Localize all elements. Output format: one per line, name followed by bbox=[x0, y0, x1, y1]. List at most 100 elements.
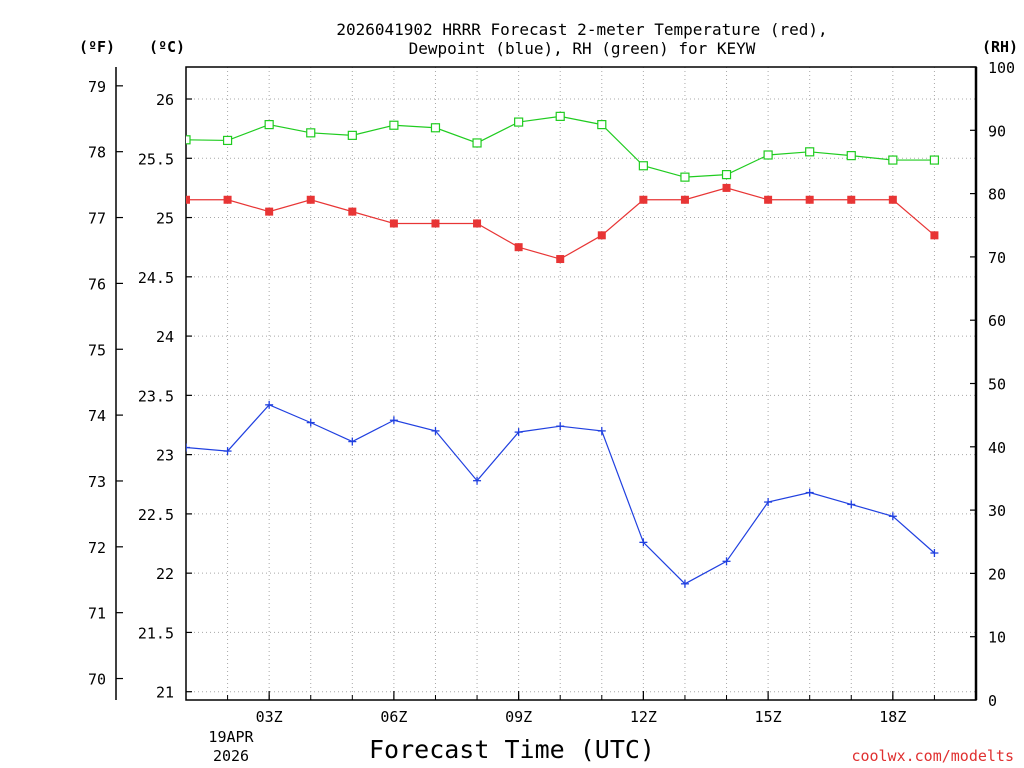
data-point-temperature bbox=[431, 219, 440, 228]
rh-axis: 0 10 20 30 40 50 60 70 80 90 100 bbox=[970, 59, 1015, 710]
data-point-temperature bbox=[597, 231, 606, 240]
data-point-temperature bbox=[223, 195, 232, 204]
data-point-temperature bbox=[348, 207, 357, 216]
data-point-rh bbox=[805, 147, 815, 157]
data-point-dewpoint bbox=[805, 488, 814, 497]
data-point-rh bbox=[514, 117, 524, 127]
celsius-tick-label: 25 bbox=[156, 210, 174, 228]
x-tick-label: 06Z bbox=[380, 708, 407, 726]
celsius-tick-label: 23.5 bbox=[138, 387, 174, 405]
data-point-dewpoint bbox=[888, 512, 897, 521]
date-label-year: 2026 bbox=[213, 747, 249, 765]
data-point-temperature bbox=[389, 219, 398, 228]
celsius-unit-label: (ºC) bbox=[149, 38, 185, 56]
data-point-temperature bbox=[805, 195, 814, 204]
x-tick-label: 12Z bbox=[630, 708, 657, 726]
celsius-tick-label: 25.5 bbox=[138, 150, 174, 168]
series-temperature-marks bbox=[186, 183, 939, 264]
celsius-tick-label: 22.5 bbox=[138, 506, 174, 524]
rh-tick-label: 70 bbox=[988, 249, 1006, 267]
chart-title-line-2: Dewpoint (blue), RH (green) for KEYW bbox=[409, 39, 756, 58]
data-point-rh bbox=[186, 135, 191, 145]
x-axis-title: Forecast Time (UTC) bbox=[369, 735, 655, 764]
data-point-rh bbox=[389, 120, 399, 130]
data-point-rh bbox=[888, 155, 898, 165]
data-point-dewpoint bbox=[348, 437, 357, 446]
data-point-rh bbox=[929, 155, 940, 165]
data-point-temperature bbox=[556, 255, 565, 264]
fahrenheit-tick-label: 77 bbox=[88, 210, 106, 228]
data-point-dewpoint bbox=[764, 498, 773, 507]
celsius-tick-label: 21 bbox=[156, 684, 174, 702]
data-point-dewpoint bbox=[680, 579, 689, 588]
plot-frame bbox=[185, 66, 977, 701]
data-point-rh bbox=[763, 150, 773, 160]
data-point-dewpoint bbox=[597, 426, 606, 435]
data-point-rh bbox=[306, 128, 316, 138]
data-point-dewpoint bbox=[223, 447, 232, 456]
series-group bbox=[186, 111, 940, 588]
data-point-rh bbox=[638, 161, 648, 171]
fahrenheit-tick-label: 75 bbox=[88, 341, 106, 359]
rh-tick-label: 90 bbox=[988, 122, 1006, 140]
data-point-dewpoint bbox=[306, 418, 315, 427]
data-point-temperature bbox=[306, 195, 315, 204]
rh-tick-label: 30 bbox=[988, 502, 1006, 520]
data-point-temperature bbox=[639, 195, 648, 204]
celsius-tick-label: 23 bbox=[156, 447, 174, 465]
data-point-rh bbox=[264, 120, 274, 130]
fahrenheit-tick-label: 72 bbox=[88, 539, 106, 557]
data-point-temperature bbox=[888, 195, 897, 204]
data-point-rh bbox=[555, 111, 565, 121]
rh-tick-label: 100 bbox=[988, 59, 1015, 77]
celsius-tick-label: 21.5 bbox=[138, 624, 174, 642]
data-point-dewpoint bbox=[722, 557, 731, 566]
data-point-dewpoint bbox=[265, 400, 274, 409]
data-point-rh bbox=[680, 172, 690, 182]
data-point-rh bbox=[597, 120, 607, 130]
rh-tick-label: 40 bbox=[988, 439, 1006, 457]
series-rh-marks bbox=[186, 111, 940, 182]
series-rh bbox=[186, 111, 940, 182]
data-point-rh bbox=[222, 135, 233, 146]
data-point-temperature bbox=[186, 195, 190, 204]
data-point-temperature bbox=[722, 183, 731, 192]
data-point-rh bbox=[430, 123, 441, 133]
celsius-tick-label: 24 bbox=[156, 328, 174, 346]
rh-tick-label: 50 bbox=[988, 376, 1006, 394]
data-point-rh bbox=[347, 130, 357, 140]
data-point-temperature bbox=[514, 243, 523, 252]
data-point-dewpoint bbox=[389, 416, 398, 425]
fahrenheit-tick-label: 71 bbox=[88, 605, 106, 623]
data-point-temperature bbox=[764, 195, 773, 204]
celsius-tick-label: 26 bbox=[156, 91, 174, 109]
x-tick-label: 09Z bbox=[505, 708, 532, 726]
series-dewpoint-marks bbox=[186, 400, 939, 588]
chart-title-line-1: 2026041902 HRRR Forecast 2-meter Tempera… bbox=[336, 20, 827, 39]
celsius-axis: 21 21.5 22 22.5 23 23.5 24 24.5 25 25.5 26 bbox=[138, 91, 192, 702]
series-dewpoint bbox=[186, 400, 939, 588]
data-point-dewpoint bbox=[473, 476, 482, 485]
gridlines bbox=[186, 67, 976, 700]
data-point-temperature bbox=[680, 195, 689, 204]
data-point-dewpoint bbox=[514, 428, 523, 437]
rh-unit-label: (RH) bbox=[982, 38, 1018, 56]
series-temperature bbox=[186, 183, 939, 264]
data-point-temperature bbox=[265, 207, 274, 216]
rh-tick-label: 20 bbox=[988, 565, 1006, 583]
data-point-rh bbox=[472, 138, 482, 148]
rh-tick-label: 60 bbox=[988, 312, 1006, 330]
data-point-temperature bbox=[473, 219, 482, 228]
fahrenheit-tick-label: 70 bbox=[88, 671, 106, 689]
x-tick-label: 15Z bbox=[755, 708, 782, 726]
data-point-dewpoint bbox=[930, 549, 939, 558]
celsius-tick-label: 24.5 bbox=[138, 269, 174, 287]
fahrenheit-tick-label: 76 bbox=[88, 275, 106, 293]
data-point-dewpoint bbox=[847, 500, 856, 509]
data-point-rh bbox=[846, 151, 856, 161]
fahrenheit-unit-label: (ºF) bbox=[79, 38, 115, 56]
rh-tick-label: 0 bbox=[988, 692, 997, 710]
data-point-dewpoint bbox=[639, 538, 648, 547]
data-point-temperature bbox=[847, 195, 856, 204]
